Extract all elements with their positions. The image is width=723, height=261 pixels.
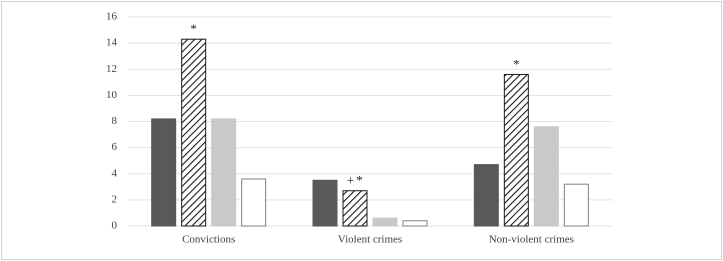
y-tick-label: 4: [112, 167, 118, 179]
bar: [312, 179, 338, 227]
bar: [151, 118, 177, 227]
annotation: *: [190, 21, 197, 36]
bar: [402, 220, 428, 227]
bar: [342, 190, 368, 227]
annotation: *: [356, 173, 363, 188]
y-tick-label: 8: [112, 115, 118, 127]
bar: [503, 73, 529, 227]
y-tick-label: 2: [112, 193, 118, 205]
x-tick-label: Non-violent crimes: [489, 234, 574, 246]
bar: [181, 38, 207, 227]
y-tick-label: 16: [106, 11, 118, 23]
x-tick-label: Convictions: [182, 234, 235, 246]
bar: [563, 183, 589, 227]
annotation: *: [513, 56, 520, 71]
bar: [533, 126, 559, 227]
y-tick-label: 10: [106, 89, 118, 101]
y-tick-label: 14: [106, 37, 118, 49]
bar: [372, 217, 398, 227]
bar: [241, 178, 267, 227]
x-tick-label: Violent crimes: [338, 234, 402, 246]
y-tick-label: 0: [112, 220, 118, 232]
bar: [473, 164, 499, 227]
bar: [211, 118, 237, 227]
annotation: +: [347, 173, 354, 188]
y-tick-label: 6: [112, 141, 118, 153]
y-tick-label: 12: [106, 63, 117, 75]
